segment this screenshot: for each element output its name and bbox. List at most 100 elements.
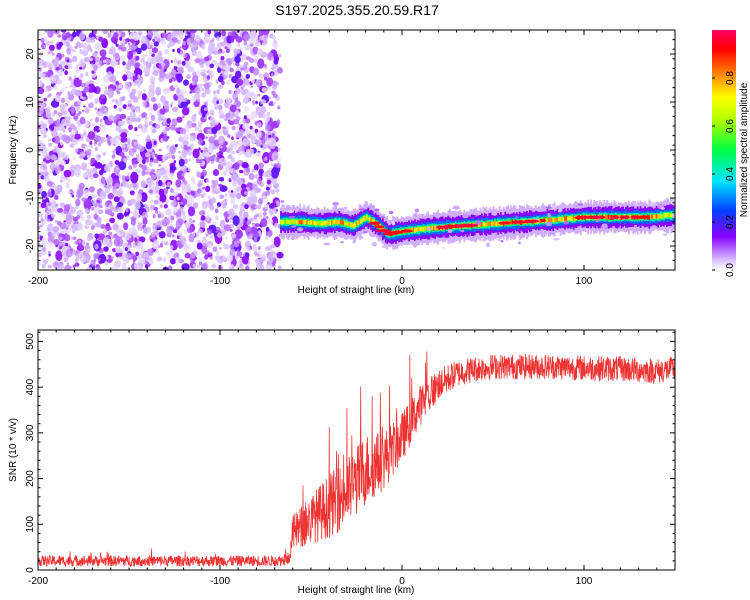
- noise-speckle: [187, 206, 196, 217]
- noise-speckle: [206, 100, 209, 103]
- noise-speckle: [264, 156, 268, 161]
- noise-speckle: [203, 82, 210, 90]
- noise-speckle: [147, 56, 152, 63]
- noise-speckle: [272, 178, 278, 186]
- noise-speckle: [136, 47, 142, 55]
- noise-speckle: [133, 262, 139, 270]
- noise-speckle: [94, 56, 100, 63]
- carrier-cell: [339, 220, 342, 225]
- noise-speckle: [100, 94, 106, 99]
- noise-speckle: [162, 135, 169, 142]
- noise-speckle: [104, 58, 111, 65]
- carrier-cell: [326, 220, 329, 225]
- noise-speckle: [143, 66, 151, 75]
- carrier-cell: [556, 218, 559, 222]
- noise-speckle: [61, 241, 66, 247]
- noise-speckle: [66, 47, 71, 55]
- noise-speckle: [174, 127, 180, 132]
- noise-speckle: [80, 83, 86, 88]
- noise-speckle: [163, 90, 168, 95]
- noise-speckle: [243, 40, 248, 46]
- carrier-cell: [654, 214, 657, 219]
- noise-speckle: [99, 118, 103, 123]
- noise-speckle: [243, 106, 250, 112]
- noise-speckle: [150, 114, 156, 122]
- noise-speckle: [125, 230, 132, 241]
- noise-speckle: [245, 225, 252, 236]
- noise-speckle: [85, 242, 90, 246]
- noise-speckle: [254, 128, 259, 134]
- noise-speckle: [256, 131, 261, 137]
- noise-speckle: [63, 169, 72, 178]
- noise-speckle: [142, 217, 148, 225]
- noise-speckle: [201, 88, 205, 92]
- noise-speckle: [194, 126, 199, 131]
- noise-speckle: [133, 67, 143, 78]
- carrier-cell: [649, 214, 652, 219]
- noise-speckle: [135, 117, 141, 123]
- noise-speckle: [38, 58, 41, 66]
- noise-speckle: [244, 122, 250, 129]
- noise-speckle: [74, 106, 80, 112]
- snr-panel: -200 -100 0 100 0 100 200 300 400 500 Height of s…: [8, 329, 676, 596]
- track-halo-speckle: [371, 241, 377, 247]
- noise-speckle: [92, 173, 99, 179]
- track-halo-speckle: [585, 228, 588, 233]
- carrier-cell: [414, 227, 416, 233]
- noise-speckle: [131, 182, 138, 188]
- noise-speckle: [71, 194, 75, 198]
- noise-speckle: [173, 84, 177, 88]
- noise-speckle: [215, 215, 219, 221]
- noise-speckle: [40, 246, 47, 256]
- noise-speckle: [80, 42, 87, 48]
- noise-speckle: [272, 263, 276, 268]
- noise-speckle: [128, 237, 134, 243]
- noise-speckle: [183, 158, 188, 164]
- noise-speckle: [104, 184, 111, 194]
- noise-speckle: [50, 200, 57, 209]
- noise-speckle: [112, 99, 115, 103]
- noise-speckle: [165, 208, 172, 216]
- noise-speckle: [58, 41, 63, 47]
- carrier-cell: [553, 217, 556, 223]
- noise-speckle: [160, 40, 167, 45]
- noise-speckle: [244, 204, 249, 210]
- noise-speckle: [85, 81, 89, 86]
- carrier-cell: [488, 221, 491, 226]
- noise-speckle: [169, 245, 174, 250]
- noise-speckle: [188, 217, 192, 223]
- noise-speckle: [71, 190, 75, 194]
- noise-speckle: [236, 78, 244, 86]
- noise-speckle: [83, 244, 90, 250]
- noise-speckle: [93, 64, 98, 72]
- noise-speckle: [224, 46, 228, 50]
- noise-speckle: [164, 73, 169, 80]
- noise-speckle: [229, 244, 235, 249]
- noise-speckle: [58, 236, 63, 241]
- noise-speckle: [150, 96, 157, 103]
- noise-speckle: [134, 33, 141, 41]
- noise-speckle: [161, 32, 167, 39]
- carrier-cell: [430, 225, 432, 230]
- noise-speckle: [128, 124, 133, 131]
- noise-speckle: [102, 152, 107, 156]
- noise-speckle: [60, 179, 63, 183]
- noise-speckle: [66, 262, 70, 266]
- carrier-cell: [329, 220, 332, 225]
- noise-speckle: [271, 67, 275, 71]
- colorbar-tick-label: 0.8: [725, 71, 736, 85]
- noise-speckle: [104, 164, 111, 172]
- noise-speckle: [250, 85, 254, 88]
- noise-speckle: [41, 190, 47, 198]
- noise-speckle: [172, 191, 179, 197]
- noise-speckle: [260, 218, 268, 228]
- noise-speckle: [218, 104, 223, 111]
- noise-speckle: [103, 237, 110, 246]
- track-halo-speckle: [486, 242, 490, 247]
- noise-speckle: [109, 226, 112, 231]
- noise-speckle: [65, 61, 69, 66]
- noise-speckle: [245, 265, 250, 270]
- noise-speckle: [99, 60, 103, 64]
- noise-speckle: [107, 32, 112, 38]
- noise-speckle: [181, 115, 185, 119]
